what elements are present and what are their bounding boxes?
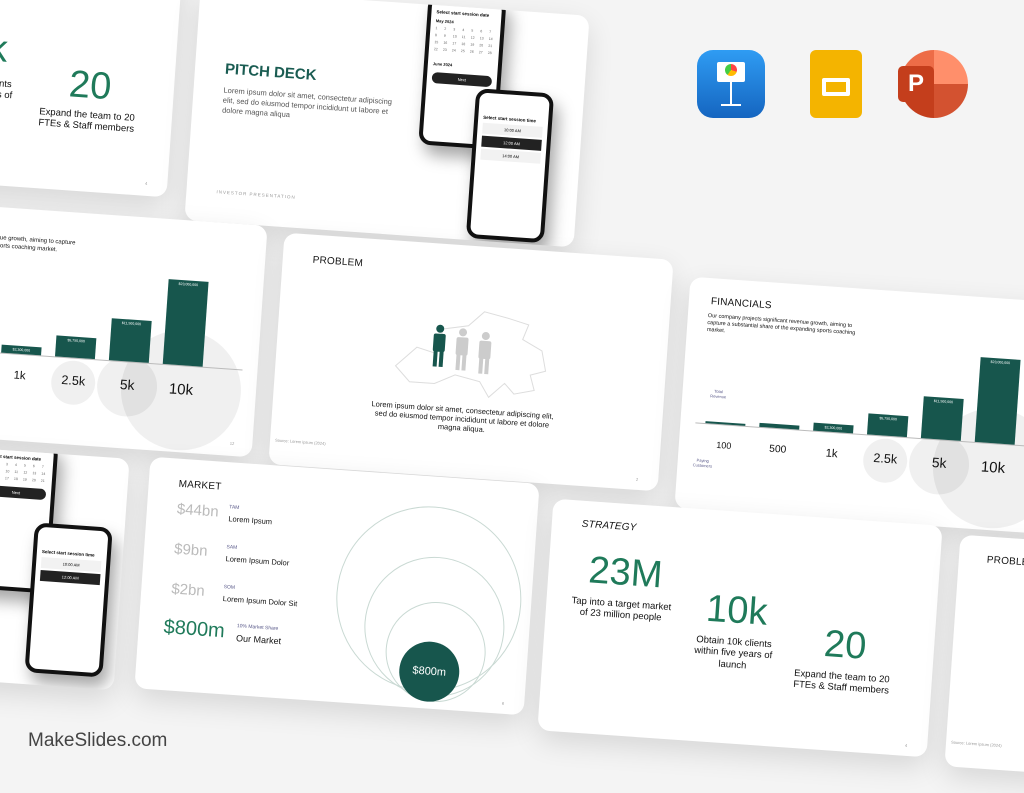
bar: $5,750,000: [866, 413, 909, 438]
stat-caption: Expand the team to 20 FTEs & Staff membe…: [792, 667, 890, 697]
x-tick-label: 10k: [980, 458, 1006, 478]
bar: $23,000,000: [162, 279, 209, 367]
phone-title: Select start session date: [436, 9, 490, 18]
page-number: 4: [904, 742, 908, 748]
slide-market[interactable]: MARKET $800m $44bn TAM Lorem Ipsum $9bn …: [134, 456, 540, 716]
pitch-body: Lorem ipsum dolor sit amet, consectetur …: [221, 85, 393, 119]
person-icon: [455, 328, 469, 371]
slide-pitch-deck[interactable]: PITCH DECK Lorem ipsum dolor sit amet, c…: [184, 0, 590, 248]
phone-mockup-time: Select start session time 10:00 AM 12:00…: [465, 88, 555, 244]
problem-title: PROBLEM: [312, 254, 364, 270]
x-tick-label: 10k: [168, 380, 194, 400]
next-button[interactable]: Next: [431, 72, 493, 88]
bar: $23,000,000: [974, 357, 1021, 445]
market-label: Lorem Ipsum Dolor Sit: [222, 594, 298, 609]
y-axis-label: Total Revenue: [710, 388, 727, 400]
x-tick-label: 1k: [13, 369, 26, 383]
market-label: Our Market: [235, 633, 282, 647]
x-tick-label: 500: [768, 443, 787, 456]
x-tick-label: 2.5k: [60, 372, 86, 389]
people-icons: [432, 324, 492, 375]
page-number: 6: [501, 700, 505, 706]
bar: $5,750,000: [54, 335, 97, 360]
phone-mockup-time: Select start session time 10:00 AM 12:00…: [24, 522, 113, 678]
page-number: 4: [144, 180, 148, 186]
calendar-grid: 1 2 3 4 5 6 7 8 9 10 11 12 13 14 15 16 17 18 19 20 21 22 23 24 2…: [433, 26, 493, 56]
person-icon: [478, 331, 492, 375]
slide-financials-partial[interactable]: Our company projects significant revenue…: [0, 198, 268, 458]
slide-pitch-partial[interactable]: Select start session date 12345678910111…: [0, 431, 130, 691]
map-outline: [394, 311, 547, 399]
strategy-title: STRATEGY: [581, 518, 637, 534]
keynote-icon: [697, 50, 765, 118]
page-number: 2: [635, 476, 639, 482]
time-option-selected[interactable]: 12:00 AM: [39, 569, 101, 586]
slide-strategy[interactable]: STRATEGY 23M Tap into a target market of…: [537, 498, 943, 758]
market-value: $9bn: [173, 540, 209, 560]
phone-title: Select start session date: [0, 453, 42, 462]
person-icon-highlight: [432, 324, 446, 368]
revenue-chart: 100500$2,300,0001k$5,750,0002.5k$11,500,…: [0, 199, 268, 458]
market-title: MARKET: [178, 478, 222, 493]
time-option[interactable]: 14:00 AM: [480, 148, 541, 164]
market-label: Lorem Ipsum Dolor: [225, 554, 290, 568]
market-tag: TAM: [229, 504, 240, 511]
bar: $11,500,000: [920, 395, 964, 441]
slide-problem-partial[interactable]: PROBLEM Source: Lorem ipsum (2024): [944, 534, 1024, 793]
stat-value: 20: [822, 622, 868, 668]
x-tick-label: 1k: [825, 447, 838, 461]
slide-problem[interactable]: PROBLEM Lorem ipsum dolor sit amet, cons…: [268, 232, 674, 492]
market-label: Lorem Ipsum: [228, 514, 273, 527]
pitch-footer: INVESTOR PRESENTATION: [216, 189, 296, 200]
x-tick-label: 5k: [931, 454, 947, 471]
google-slides-icon: [810, 50, 862, 118]
market-tag: 10% Market Share: [236, 623, 279, 633]
page-number: 12: [229, 440, 235, 447]
stat-caption: Obtain 10k clients within five years of …: [0, 74, 13, 102]
x-axis-label: Paying Customers: [692, 457, 713, 469]
slide-strategy-partial[interactable]: 10k Obtain 10k clients within five years…: [0, 0, 183, 198]
stat-caption: Expand the team to 20 FTEs & Staff membe…: [37, 106, 136, 136]
problem-title: PROBLEM: [986, 554, 1024, 570]
next-button[interactable]: Next: [0, 484, 47, 501]
source-note: Source: Lorem ipsum (2024): [950, 739, 1002, 749]
x-tick-label: 2.5k: [872, 450, 898, 467]
bar: $11,500,000: [108, 317, 152, 363]
market-value-highlight: $800m: [162, 616, 226, 643]
market-value: $44bn: [176, 500, 220, 521]
stat-value: 10k: [0, 24, 10, 71]
x-tick-label: 100: [716, 439, 732, 451]
source-note: Source: Lorem ipsum (2024): [274, 437, 326, 447]
powerpoint-icon: P: [898, 50, 968, 118]
brand-watermark: MakeSlides.com: [28, 730, 168, 751]
slide-financials[interactable]: FINANCIALS Our company projects signific…: [674, 276, 1024, 536]
market-value: $2bn: [170, 580, 206, 600]
pitch-title: PITCH DECK: [224, 60, 318, 84]
x-tick-label: 5k: [119, 376, 135, 393]
month-label: June 2024: [432, 61, 453, 68]
market-tag: SOM: [223, 584, 236, 591]
stat-value: 23M: [587, 549, 664, 597]
stat-caption: Obtain 10k clients within five years of …: [693, 633, 773, 672]
stat-value: 20: [67, 63, 113, 109]
market-tag: SAM: [226, 544, 238, 551]
stat-caption: Tap into a target market of 23 million p…: [571, 595, 672, 624]
stat-value: 10k: [704, 587, 769, 634]
